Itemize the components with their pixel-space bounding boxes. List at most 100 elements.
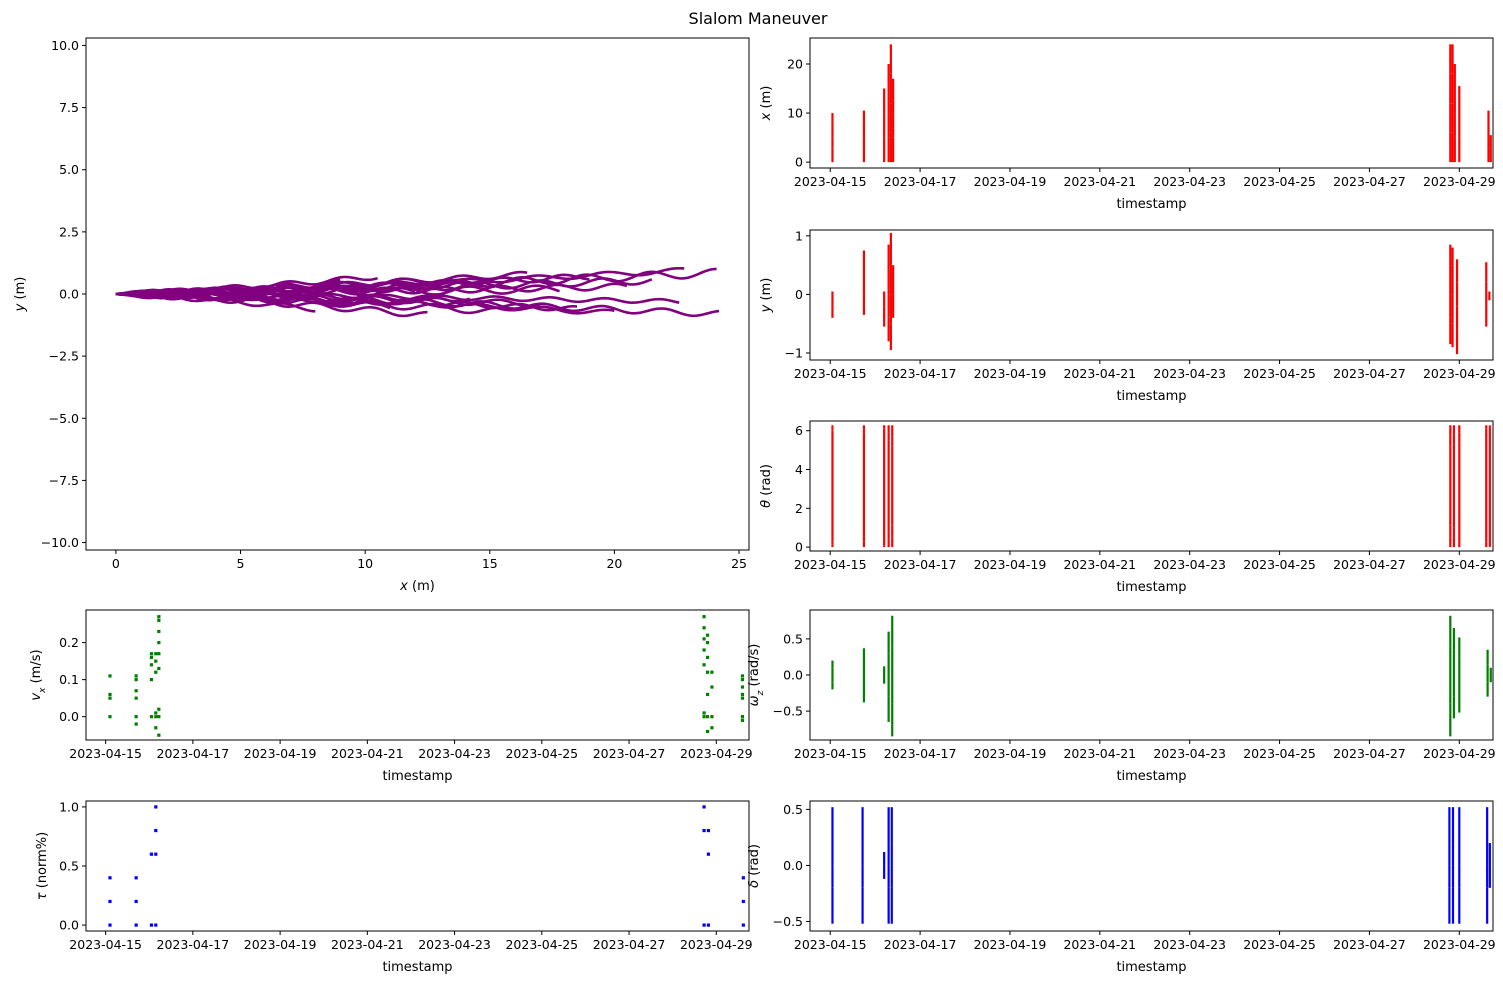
sample-point-vx_t-1-0 bbox=[134, 722, 138, 726]
plot-area-wz_t bbox=[831, 615, 1492, 737]
sample-point-vx_t-2-3 bbox=[149, 655, 154, 660]
sample-point-vx_t-3-2 bbox=[154, 711, 158, 715]
subplot-y_t: 2023-04-15 2023-04-17 2023-04-19 2023-04-21… bbox=[759, 228, 1496, 404]
axes-frame-y_t bbox=[809, 229, 1494, 361]
x-tick-label-y_t-1: 2023-04-17 bbox=[884, 366, 957, 381]
sample-point-vx_t-6-2 bbox=[705, 692, 710, 697]
x-tick-label-x_t-6: 2023-04-27 bbox=[1333, 174, 1406, 189]
sample-point-tau_t-1-1 bbox=[134, 899, 138, 904]
x-tick-label-theta_t-4: 2023-04-23 bbox=[1153, 557, 1226, 572]
sample-point-vx_t-8-2 bbox=[740, 696, 745, 700]
sample-point-tau_t-6-1 bbox=[741, 899, 745, 904]
plot-area-theta_t bbox=[831, 425, 1491, 548]
x-tick-label-y_t-2: 2023-04-19 bbox=[974, 366, 1047, 381]
sample-point-vx_t-7-0 bbox=[710, 726, 714, 730]
x-tick-label-xy-4: 20 bbox=[606, 556, 622, 571]
sample-point-vx_t-0-3 bbox=[108, 674, 112, 678]
y-tick-label-xy-6: 5.0 bbox=[59, 162, 79, 177]
x-tick-label-wz_t-2: 2023-04-19 bbox=[974, 746, 1047, 761]
y-tick-label-theta_t-1: 2 bbox=[795, 501, 803, 516]
y-tick-label-theta_t-2: 4 bbox=[795, 462, 803, 477]
x-tick-label-y_t-6: 2023-04-27 bbox=[1333, 366, 1406, 381]
y-axis-label-xy: y (m) bbox=[13, 277, 28, 313]
sample-point-vx_t-8-5 bbox=[740, 678, 745, 682]
y-axis-label-y_t: y (m) bbox=[759, 278, 774, 314]
axes-frame-x_t bbox=[809, 37, 1494, 169]
y-tick-label-xy-4: 0.0 bbox=[59, 287, 79, 302]
sample-point-tau_t-3-3 bbox=[154, 805, 158, 809]
sample-point-tau_t-0-2 bbox=[108, 876, 112, 880]
x-axis-label-delta_t: timestamp bbox=[1116, 960, 1186, 975]
y-tick-label-tau_t-2: 1.0 bbox=[59, 799, 79, 814]
x-tick-label-theta_t-2: 2023-04-19 bbox=[974, 557, 1047, 572]
sample-point-tau_t-3-2 bbox=[154, 828, 158, 833]
sample-point-tau_t-2-1 bbox=[149, 852, 154, 856]
y-tick-label-xy-1: −7.5 bbox=[49, 473, 79, 488]
sample-point-tau_t-0-0 bbox=[108, 923, 112, 927]
x-tick-label-xy-1: 5 bbox=[237, 556, 245, 571]
sample-point-vx_t-4-5 bbox=[157, 640, 161, 645]
x-tick-label-vx_t-1: 2023-04-17 bbox=[157, 746, 230, 761]
sample-point-vx_t-8-1 bbox=[740, 715, 745, 719]
x-tick-label-theta_t-7: 2023-04-29 bbox=[1423, 557, 1496, 572]
subplot-wz_t: 2023-04-15 2023-04-17 2023-04-19 2023-04-21… bbox=[747, 609, 1496, 784]
y-tick-label-wz_t-1: 0.0 bbox=[783, 668, 803, 683]
y-axis-label-vx_t: vx (m/s) bbox=[29, 649, 48, 700]
x-tick-label-x_t-0: 2023-04-15 bbox=[794, 174, 867, 189]
x-tick-label-vx_t-0: 2023-04-15 bbox=[69, 746, 142, 761]
y-tick-label-xy-3: −2.5 bbox=[49, 349, 79, 364]
sample-point-tau_t-1-0 bbox=[134, 923, 138, 927]
plot-area-vx_t bbox=[108, 615, 745, 737]
x-tick-label-vx_t-5: 2023-04-25 bbox=[505, 746, 578, 761]
x-axis-label-wz_t: timestamp bbox=[1116, 769, 1186, 784]
x-tick-label-xy-3: 15 bbox=[482, 556, 498, 571]
sample-point-tau_t-5-1 bbox=[706, 852, 711, 856]
sample-point-vx_t-5-0 bbox=[702, 715, 706, 719]
sample-point-tau_t-4-1 bbox=[702, 828, 706, 833]
x-tick-label-y_t-7: 2023-04-29 bbox=[1423, 366, 1496, 381]
y-tick-label-y_t-0: −1 bbox=[785, 345, 803, 360]
y-tick-label-vx_t-0: 0.0 bbox=[59, 709, 79, 724]
x-tick-label-x_t-3: 2023-04-21 bbox=[1063, 174, 1136, 189]
sample-point-vx_t-3-3 bbox=[154, 670, 158, 674]
sample-point-tau_t-5-2 bbox=[706, 828, 711, 833]
y-tick-label-delta_t-2: 0.5 bbox=[783, 802, 803, 817]
x-tick-label-wz_t-6: 2023-04-27 bbox=[1333, 746, 1406, 761]
sample-point-vx_t-7-1 bbox=[710, 715, 714, 719]
x-tick-label-xy-0: 0 bbox=[112, 556, 120, 571]
sample-point-vx_t-4-2 bbox=[157, 707, 161, 711]
sample-point-vx_t-3-4 bbox=[154, 659, 158, 663]
y-axis-label-delta_t: δ (rad) bbox=[747, 844, 762, 888]
x-tick-label-wz_t-0: 2023-04-15 bbox=[794, 746, 867, 761]
sample-point-vx_t-4-8 bbox=[157, 615, 161, 619]
y-tick-label-x_t-0: 0 bbox=[795, 155, 803, 170]
sample-point-tau_t-6-0 bbox=[741, 923, 745, 927]
x-tick-label-wz_t-5: 2023-04-25 bbox=[1243, 746, 1316, 761]
sample-point-vx_t-2-2 bbox=[149, 663, 154, 667]
y-axis-label-wz_t: ωz (rad/s) bbox=[747, 644, 766, 707]
plot-area-y_t bbox=[831, 232, 1491, 355]
y-tick-label-wz_t-2: 0.5 bbox=[783, 631, 803, 646]
sample-point-vx_t-6-3 bbox=[705, 670, 710, 674]
x-tick-label-tau_t-5: 2023-04-25 bbox=[505, 937, 578, 952]
plot-area-xy bbox=[115, 266, 720, 318]
sample-point-vx_t-2-0 bbox=[149, 715, 154, 719]
sample-point-vx_t-0-0 bbox=[108, 715, 112, 719]
x-tick-label-vx_t-7: 2023-04-29 bbox=[680, 746, 753, 761]
x-tick-label-x_t-1: 2023-04-17 bbox=[884, 174, 957, 189]
x-tick-label-delta_t-2: 2023-04-19 bbox=[974, 937, 1047, 952]
sample-point-vx_t-2-4 bbox=[149, 652, 154, 656]
sample-point-vx_t-6-1 bbox=[705, 715, 710, 719]
x-axis-label-y_t: timestamp bbox=[1116, 389, 1186, 404]
sample-point-tau_t-0-1 bbox=[108, 899, 112, 904]
sample-point-vx_t-3-0 bbox=[154, 726, 158, 730]
sample-point-tau_t-6-2 bbox=[741, 876, 745, 880]
y-tick-label-xy-7: 7.5 bbox=[59, 100, 79, 115]
subplot-x_t: 2023-04-15 2023-04-17 2023-04-19 2023-04-21… bbox=[759, 37, 1496, 212]
y-tick-label-x_t-1: 10 bbox=[787, 106, 803, 121]
plot-area-x_t bbox=[831, 44, 1492, 163]
sample-point-vx_t-8-4 bbox=[740, 685, 745, 689]
x-tick-label-delta_t-5: 2023-04-25 bbox=[1243, 937, 1316, 952]
